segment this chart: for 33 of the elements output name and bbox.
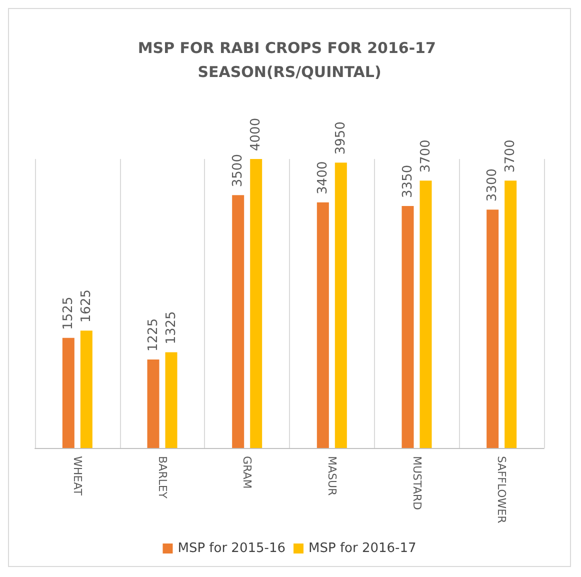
x-tick-label: MASUR [325,456,338,496]
legend-label: MSP for 2015-16 [178,541,286,556]
data-label: 1625 [78,290,94,323]
bar [402,206,414,448]
bar [62,338,74,448]
data-label: 4000 [248,118,264,151]
data-label: 3300 [485,168,500,202]
data-label: 3400 [315,161,330,194]
data-label: 1525 [60,296,76,330]
bar [147,359,160,448]
legend-label: MSP for 2016-17 [308,541,416,556]
bar [316,202,329,448]
data-label: 3700 [418,140,434,173]
bar [165,352,178,448]
bar [486,210,499,448]
x-tick-label: GRAM [240,456,254,489]
bar [232,195,244,448]
x-tick-label: SAFFLOWER [495,456,508,524]
data-label: 3950 [333,122,348,155]
bar [250,159,262,448]
data-label: 3350 [400,164,416,198]
x-tick-label: MUSTARD [410,456,424,510]
data-label: 3500 [230,154,246,188]
bar [334,162,347,448]
bar [504,180,517,448]
bar [420,180,432,448]
chart-title: MSP FOR RABI CROPS FOR 2016-17 SEASON(RS/QUINTAL) [138,39,442,81]
data-label: 1225 [146,318,161,352]
x-tick-label: BARLEY [156,456,169,499]
data-label: 1325 [164,311,179,344]
x-tick-label: WHEAT [70,456,84,496]
bar [80,330,92,448]
data-label: 3700 [503,140,518,173]
